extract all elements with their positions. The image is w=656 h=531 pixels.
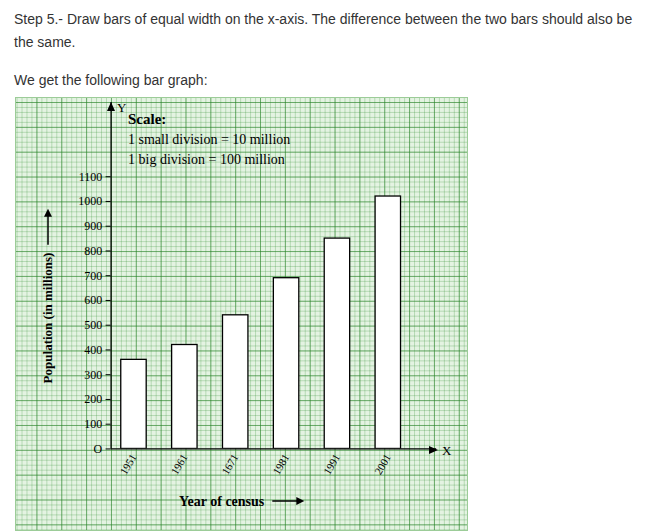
svg-text:1961: 1961: [168, 452, 189, 477]
svg-text:900: 900: [84, 219, 102, 233]
svg-text:1 big division = 100 million: 1 big division = 100 million: [128, 152, 285, 167]
svg-text:800: 800: [84, 244, 102, 258]
html-text:Step 5.- Draw bars of equal wi: Step 5.- Draw bars of equal width on the…: [14, 11, 633, 50]
svg-text:Scale:: Scale:: [128, 111, 166, 127]
svg-text:1981: 1981: [270, 452, 291, 477]
svg-text:1951: 1951: [117, 452, 138, 477]
svg-text:300: 300: [84, 368, 102, 382]
svg-text:100: 100: [84, 417, 102, 431]
svg-text:1671: 1671: [219, 452, 240, 477]
svg-text:X: X: [442, 443, 452, 458]
svg-text:1991: 1991: [321, 452, 342, 477]
svg-text:1000: 1000: [78, 194, 102, 208]
svg-text:Year of census: Year of census: [179, 494, 265, 509]
svg-text:400: 400: [84, 343, 102, 357]
svg-text:Y: Y: [117, 100, 127, 115]
svg-text:O: O: [93, 442, 102, 456]
svg-text:Population (in millions): Population (in millions): [40, 253, 55, 384]
svg-text:2001: 2001: [372, 452, 393, 477]
svg-text:1100: 1100: [79, 170, 102, 184]
svg-text:600: 600: [84, 293, 102, 307]
svg-text:1 small division = 10 million: 1 small division = 10 million: [128, 132, 290, 147]
html-text:We get the following bar graph: We get the following bar graph:: [14, 72, 208, 88]
svg-text:500: 500: [84, 318, 102, 332]
svg-text:700: 700: [84, 269, 102, 283]
svg-text:200: 200: [84, 392, 102, 406]
